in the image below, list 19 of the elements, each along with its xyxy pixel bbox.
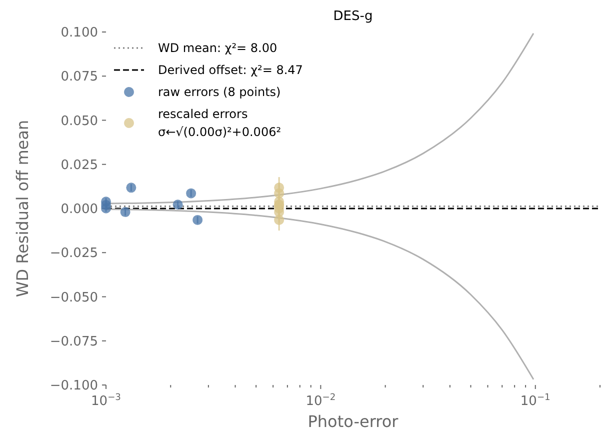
x-axis-title: Photo-error [308, 412, 399, 431]
x-tick-label: 10$^{−3}$ [91, 393, 122, 409]
y-axis-title: WD Residual off mean [13, 120, 32, 298]
legend-label: raw errors (8 points) [158, 85, 281, 100]
y-tick-label: 0.000 [60, 202, 98, 218]
y-tick-label: 0.100 [60, 26, 98, 41]
y-tick-label: −0.025 [50, 246, 98, 262]
y-tick-label: −0.100 [50, 378, 98, 394]
legend-label: rescaled errors σ←√(0.00σ)²+0.006² [158, 107, 282, 140]
x-tick-label: 10$^{−1}$ [520, 393, 550, 409]
chart-title: DES-g [333, 9, 373, 24]
y-tick-label: 0.075 [60, 70, 98, 85]
y-tick-label: −0.050 [50, 290, 98, 306]
y-tick-label: 0.025 [60, 158, 98, 173]
legend-label: Derived offset: χ²= 8.47 [158, 63, 303, 78]
x-tick-label: 10$^{−2}$ [306, 393, 336, 409]
legend-label: WD mean: χ²= 8.00 [158, 41, 278, 56]
y-tick-label: 0.050 [60, 114, 98, 129]
y-tick-label: −0.075 [50, 334, 98, 350]
